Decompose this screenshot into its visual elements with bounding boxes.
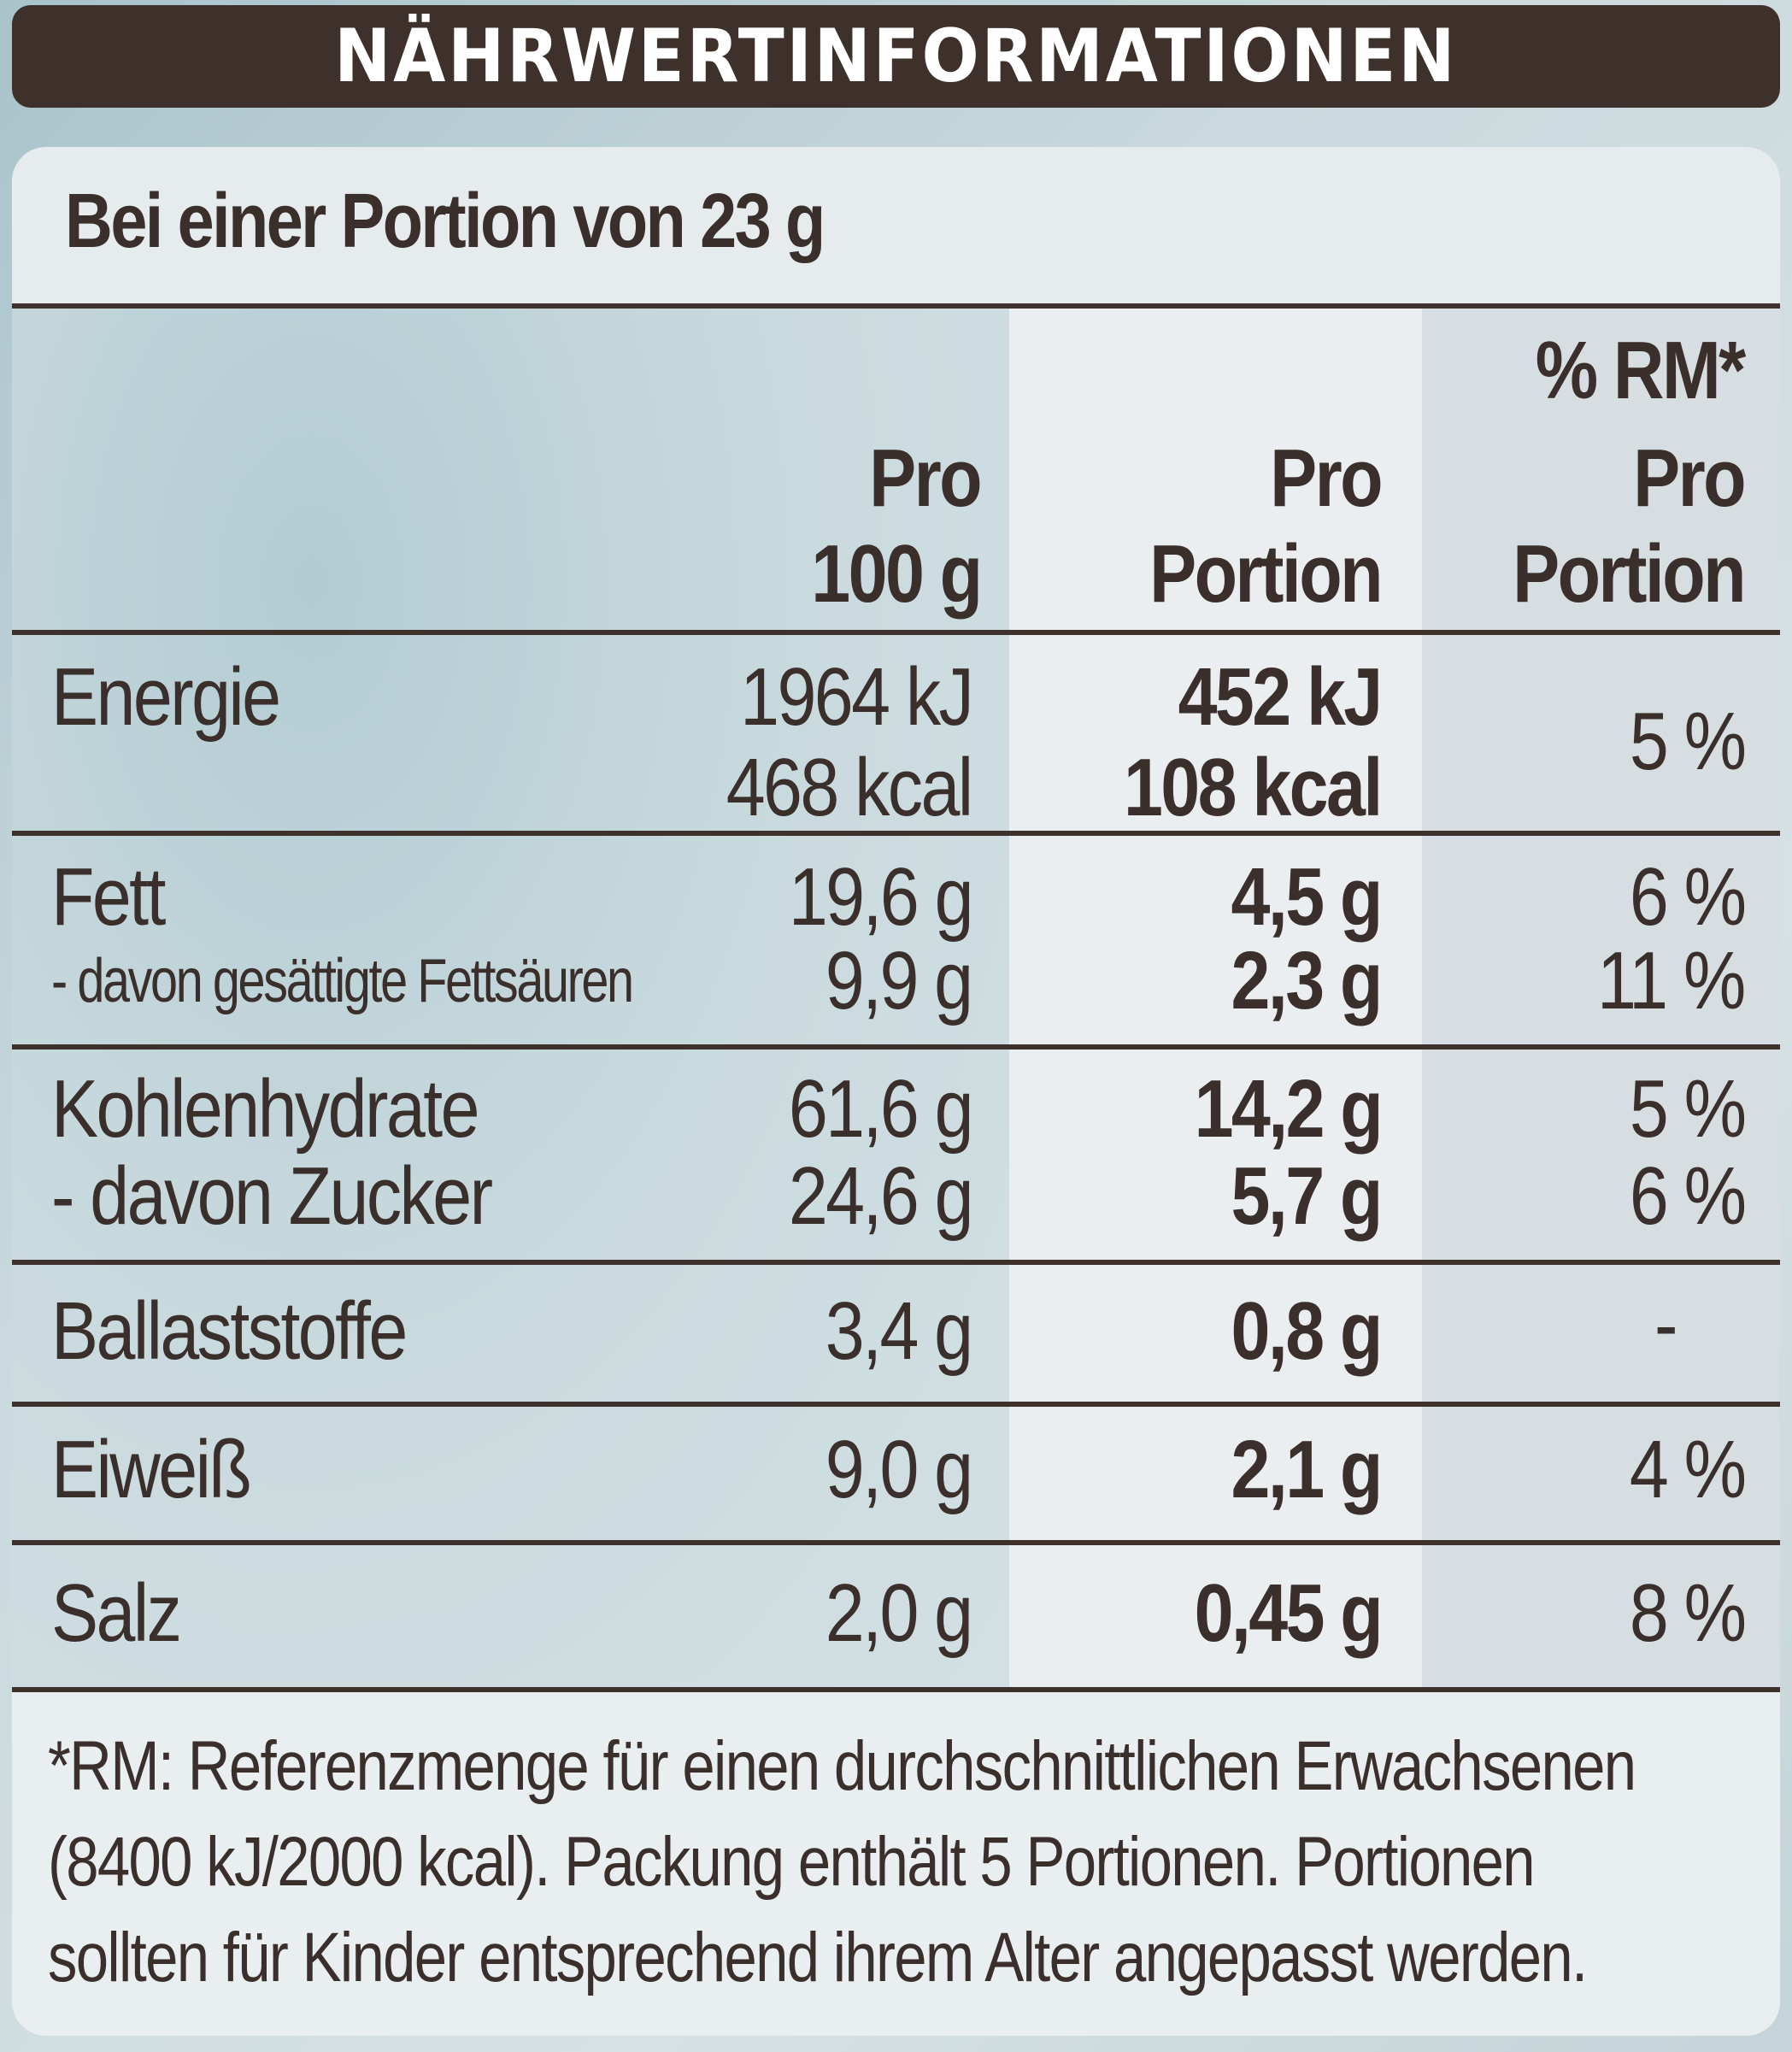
footnote-line: *RM: Referenzmenge für einen durchschnit… (48, 1727, 1636, 1805)
row-label-salz: Salz (51, 1567, 182, 1659)
portion-heading-row: Bei einer Portion von 23 g (12, 147, 1780, 306)
fett-per100: 19,6 g (788, 851, 974, 943)
salz-portion: 0,45 g (1194, 1567, 1383, 1659)
row-sublabel-fett: - davon gesättigte Fettsäuren (51, 947, 634, 1015)
row-label-eiweiss: Eiweiß (51, 1424, 252, 1515)
footnote-line: sollten für Kinder entsprechend ihrem Al… (48, 1919, 1588, 1996)
row-label-energie: Energie (51, 651, 281, 743)
energie-rm: 5 % (1629, 696, 1746, 787)
salz-rm: 8 % (1629, 1567, 1746, 1659)
eiweiss-portion: 2,1 g (1231, 1424, 1384, 1515)
rm-column-bg (1422, 306, 1780, 1687)
nutrition-table-card: Bei einer Portion von 23 g Pro 100 g Pro… (12, 147, 1780, 2036)
energie-per100-kcal: 468 kcal (726, 742, 973, 833)
footnote-area: *RM: Referenzmenge für einen durchschnit… (12, 1692, 1780, 2036)
ballaststoffe-rm: - (1654, 1279, 1677, 1370)
row-label-kohlenhydrate: Kohlenhydrate (51, 1063, 479, 1155)
divider (12, 1687, 1780, 1692)
ballaststoffe-per100: 3,4 g (825, 1285, 973, 1377)
fett-rm: 6 % (1629, 851, 1746, 943)
fett-gesaettigt-rm: 11 % (1597, 935, 1746, 1026)
ballaststoffe-portion: 0,8 g (1231, 1285, 1384, 1377)
kohlenhydrate-portion: 14,2 g (1194, 1063, 1383, 1155)
fett-gesaettigt-per100: 9,9 g (825, 935, 973, 1026)
fett-gesaettigt-portion: 2,3 g (1231, 935, 1384, 1026)
divider (12, 630, 1780, 635)
footnote-line: (8400 kJ/2000 kcal). Packung enthält 5 P… (48, 1823, 1536, 1901)
col-header-portion-line2: Portion (1149, 528, 1383, 620)
energie-per100-kj: 1964 kJ (739, 651, 974, 743)
eiweiss-rm: 4 % (1629, 1424, 1746, 1515)
eiweiss-per100: 9,0 g (825, 1424, 973, 1515)
kohlenhydrate-per100: 61,6 g (788, 1063, 974, 1155)
row-label-ballaststoffe: Ballaststoffe (51, 1285, 408, 1377)
salz-per100: 2,0 g (825, 1567, 973, 1659)
zucker-rm: 6 % (1629, 1150, 1746, 1242)
divider (12, 303, 1780, 309)
col-header-per100-line1: Pro (869, 432, 982, 524)
col-header-rm-line3: Portion (1513, 528, 1746, 620)
col-header-per100-line2: 100 g (810, 528, 983, 620)
header-bar: NÄHRWERTINFORMATIONEN (12, 5, 1780, 108)
label-column-bg (12, 306, 1009, 1687)
row-sublabel-zucker: - davon Zucker (51, 1150, 493, 1242)
col-header-portion-line1: Pro (1270, 432, 1383, 524)
divider (12, 1260, 1780, 1265)
energie-portion-kcal: 108 kcal (1124, 742, 1383, 833)
divider (12, 1044, 1780, 1050)
per-portion-column-bg (1009, 306, 1422, 1687)
divider (12, 1540, 1780, 1545)
row-label-fett: Fett (51, 851, 166, 943)
divider (12, 831, 1780, 836)
portion-heading: Bei einer Portion von 23 g (65, 179, 825, 264)
col-header-rm-line1: % RM* (1536, 325, 1747, 416)
zucker-portion: 5,7 g (1231, 1150, 1384, 1242)
header-title: NÄHRWERTINFORMATIONEN (334, 14, 1458, 99)
energie-portion-kj: 452 kJ (1178, 651, 1384, 743)
zucker-per100: 24,6 g (788, 1150, 974, 1242)
col-header-rm-line2: Pro (1633, 432, 1746, 524)
fett-portion: 4,5 g (1231, 851, 1384, 943)
kohlenhydrate-rm: 5 % (1629, 1063, 1746, 1155)
divider (12, 1402, 1780, 1407)
